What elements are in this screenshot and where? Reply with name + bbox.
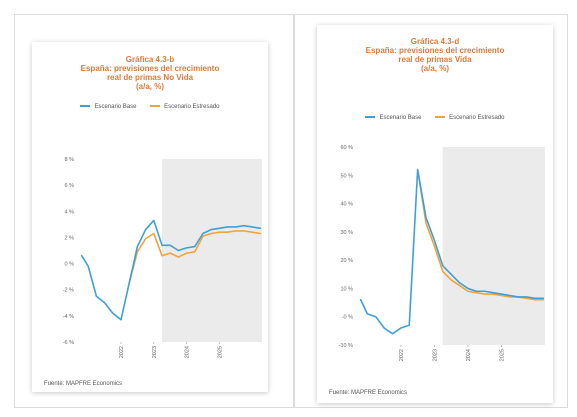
y-tick-label: 6 % [65,183,75,189]
y-tick-label: -2 % [63,288,74,294]
y-tick-label: 4 % [65,209,75,215]
legend-label: Escenario Estresado [164,104,220,110]
y-tick-label: 2 % [65,235,75,241]
y-tick-label: 60 % [340,145,353,151]
legend-swatch-base [365,116,376,119]
legend-item-base: Escenario Base [80,104,136,110]
chart-legend: Escenario Base Escenario Estresado [32,104,268,110]
y-tick-label: 8 % [65,157,75,163]
x-tick-label: 2023 [432,349,438,361]
x-tick-label: 2023 [152,346,158,358]
chart-card-no-vida: Gráfica 4.3-b España: previsiones del cr… [32,42,268,392]
series-line-base [359,168,545,335]
y-tick-label: -4 % [63,314,74,320]
line-chart-no-vida: -6 % -4 % -2 % 0 % 2 % 4 % 6 % 8 % 2022 2023 2024 2… [63,157,262,358]
chart-source: Fuente: MAPFRE Economics [329,390,408,396]
right-panel: Gráfica 4.3-d España: previsiones del cr… [294,14,568,408]
chart-title-line: España: previsiones del crecimiento [365,46,505,55]
chart-source: Fuente: MAPFRE Economics [44,381,123,387]
chart-title-line: (a/a, %) [135,82,164,91]
chart-legend: Escenario Base Escenario Estresado [317,115,553,121]
y-tick-label: -0 % [342,315,353,321]
line-chart-vida: -10 % -0 % 10 % 20 % 30 % 40 % 50 % 60 % 2022 202… [339,145,545,361]
chart-card-vida: Gráfica 4.3-d España: previsiones del cr… [317,25,553,403]
chart-title-line: real de primas Vida [398,55,472,64]
legend-item-stress: Escenario Estresado [435,115,505,121]
y-tick-label: 50 % [340,173,353,179]
chart-title-line: (a/a, %) [420,64,449,73]
y-tick-label: 20 % [340,258,353,264]
chart-title-line: España: previsiones del crecimiento [80,64,220,73]
x-tick-label: 2022 [119,346,125,358]
legend-swatch-stress [150,105,161,108]
forecast-shade [442,147,545,345]
left-panel: Gráfica 4.3-b España: previsiones del cr… [14,14,294,408]
y-tick-label: 40 % [340,202,353,208]
chart-title-line: real de primas No Vida [106,73,194,82]
chart-title-vida: Gráfica 4.3-d España: previsiones del cr… [317,37,553,73]
legend-swatch-stress [435,116,446,119]
x-tick-label: 2025 [217,346,223,358]
series-line-stress [128,230,262,284]
legend-item-stress: Escenario Estresado [150,104,220,110]
y-tick-label: 30 % [340,230,353,236]
series-line-base [80,219,262,321]
y-tick-label: 0 % [65,262,75,268]
y-tick-label: -6 % [63,340,74,346]
legend-label: Escenario Estresado [449,115,505,121]
x-tick-label: 2025 [499,349,505,361]
chart-title-no-vida: Gráfica 4.3-b España: previsiones del cr… [32,55,268,91]
legend-label: Escenario Base [379,115,422,121]
y-tick-label: 10 % [340,286,353,292]
legend-item-base: Escenario Base [365,115,421,121]
y-tick-label: -10 % [339,343,353,349]
x-tick-label: 2024 [466,349,472,361]
legend-label: Escenario Base [94,104,137,110]
x-tick-label: 2024 [185,346,191,358]
legend-swatch-base [80,105,91,108]
chart-title-line: Gráfica 4.3-b [125,55,175,64]
x-tick-label: 2022 [399,349,405,361]
chart-title-line: Gráfica 4.3-d [410,37,460,46]
